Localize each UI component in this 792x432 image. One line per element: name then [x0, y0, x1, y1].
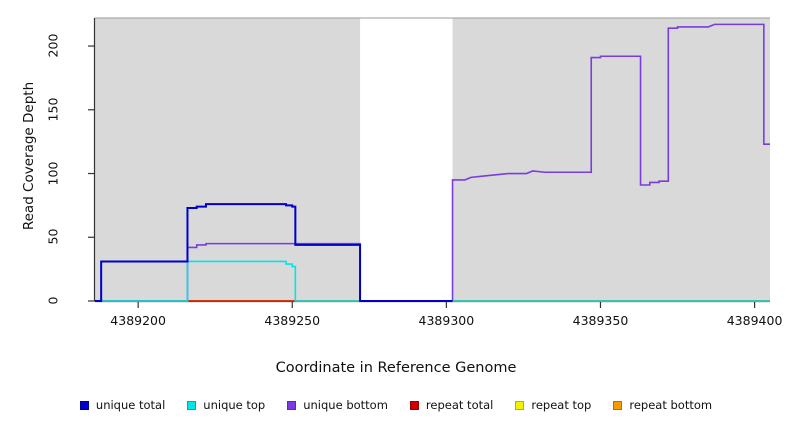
x-tick-label: 4389250 — [264, 313, 321, 328]
legend-label: repeat top — [531, 398, 592, 412]
x-tick-label: 4389200 — [110, 313, 166, 328]
x-tick-label: 4389400 — [726, 313, 783, 328]
legend-entry[interactable]: unique top — [187, 398, 265, 412]
y-axis-title: Read Coverage Depth — [21, 81, 37, 231]
y-tick-label: 100 — [45, 161, 61, 185]
legend-swatch-icon — [613, 400, 623, 410]
y-tick-label: 50 — [45, 228, 61, 245]
legend-entry[interactable]: unique bottom — [287, 398, 388, 412]
legend-swatch-icon — [409, 400, 419, 410]
x-tick-label: 4389300 — [418, 313, 475, 328]
legend-swatch-icon — [79, 400, 89, 410]
panel-background-1 — [452, 18, 770, 301]
legend-swatch-icon — [287, 400, 297, 410]
legend-entry[interactable]: repeat total — [409, 398, 494, 412]
legend-entry[interactable]: unique total — [79, 398, 166, 412]
series-line-unique-top — [95, 260, 770, 302]
legend-entry[interactable]: repeat bottom — [613, 398, 712, 412]
series-line-unique-bottom — [95, 23, 770, 302]
chart-legend: unique total unique top unique bottom repea… — [0, 398, 792, 412]
y-tick-label: 150 — [45, 97, 61, 122]
legend-label: unique top — [203, 398, 266, 412]
legend-swatch-icon — [515, 400, 525, 410]
legend-swatch-icon — [187, 400, 197, 410]
x-axis-title: Coordinate in Reference Genome — [275, 360, 517, 376]
legend-label: unique total — [95, 398, 166, 412]
y-tick-label: 200 — [45, 33, 61, 58]
x-tick-label: 4389350 — [572, 313, 629, 328]
y-tick-label: 0 — [45, 296, 61, 305]
legend-entry[interactable]: repeat top — [515, 398, 591, 412]
legend-label: unique bottom — [303, 398, 388, 412]
legend-label: repeat total — [425, 398, 494, 412]
series-line-unique-total — [95, 203, 453, 302]
panel-background-0 — [95, 18, 361, 301]
legend-label: repeat bottom — [629, 398, 713, 412]
